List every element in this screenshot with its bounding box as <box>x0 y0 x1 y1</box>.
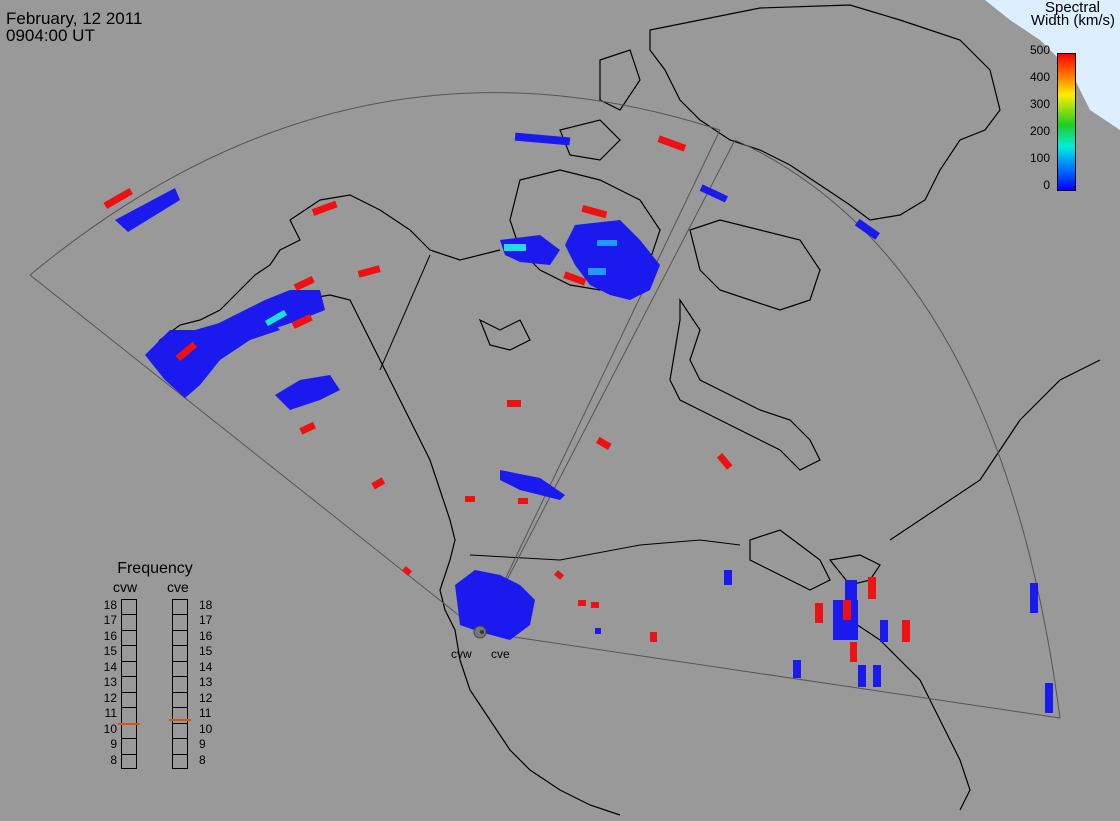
frequency-column-cve <box>172 599 188 769</box>
radar-label-cvw: cvw <box>451 647 472 661</box>
frequency-radar-label: cvw <box>113 579 138 595</box>
coastlines <box>149 4 1101 816</box>
frequency-scale-right: 15 <box>199 644 213 659</box>
frequency-scale-left: 9 <box>110 737 117 752</box>
colorbar-tick: 300 <box>1029 97 1050 111</box>
frequency-marker-cvw <box>118 722 140 725</box>
frequency-scale-right: 14 <box>199 659 213 674</box>
colorbar-unit: Width (km/s) <box>1030 12 1115 29</box>
frequency-marker-cve <box>169 718 191 721</box>
frequency-scale-right: 17 <box>199 613 213 628</box>
frequency-scale-right: 11 <box>199 706 212 721</box>
frequency-scale-left: 10 <box>103 721 117 736</box>
frequency-scale-left: 14 <box>103 659 117 674</box>
borders <box>379 254 741 561</box>
frequency-scale-right: 9 <box>199 737 206 752</box>
colorbar-tick: 400 <box>1029 70 1050 84</box>
frequency-scale-left: 17 <box>103 613 117 628</box>
colorbar-tick: 0 <box>1043 178 1050 192</box>
frequency-scale-left: 18 <box>103 598 117 612</box>
frequency-scale-right: 16 <box>199 628 213 643</box>
frequency-scale-left: 8 <box>110 752 117 767</box>
frequency-scale-right: 8 <box>199 752 206 767</box>
echoes <box>103 132 1053 713</box>
radar-field-of-view <box>29 92 1061 719</box>
colorbar-title: Spectral <box>1044 0 1100 16</box>
frequency-scale-left: 13 <box>103 675 117 690</box>
frequency-scale-left: 11 <box>104 706 117 721</box>
frequency-scale-right: 18 <box>199 598 213 612</box>
colorbar-tick: 100 <box>1029 151 1050 165</box>
polar-corner <box>985 0 1120 130</box>
frequency-column-cvw <box>121 599 137 769</box>
frequency-scale-left: 16 <box>103 628 117 643</box>
frequency-radar-label: cve <box>167 579 189 595</box>
time-label: 0904:00 UT <box>6 26 95 45</box>
frequency-scale-left: 12 <box>103 690 117 705</box>
date-label: February, 12 2011 <box>6 9 143 28</box>
frequency-title: Frequency <box>117 560 193 577</box>
frequency-scale-right: 13 <box>199 675 213 690</box>
colorbar-tick: 200 <box>1029 124 1050 138</box>
frequency-scale-right: 10 <box>199 721 213 736</box>
radar-label-cve: cve <box>491 647 510 661</box>
colorbar-tick: 500 <box>1029 43 1050 57</box>
frequency-scale-left: 15 <box>103 644 117 659</box>
colorbar <box>1057 53 1076 191</box>
frequency-scale-right: 12 <box>199 690 213 705</box>
